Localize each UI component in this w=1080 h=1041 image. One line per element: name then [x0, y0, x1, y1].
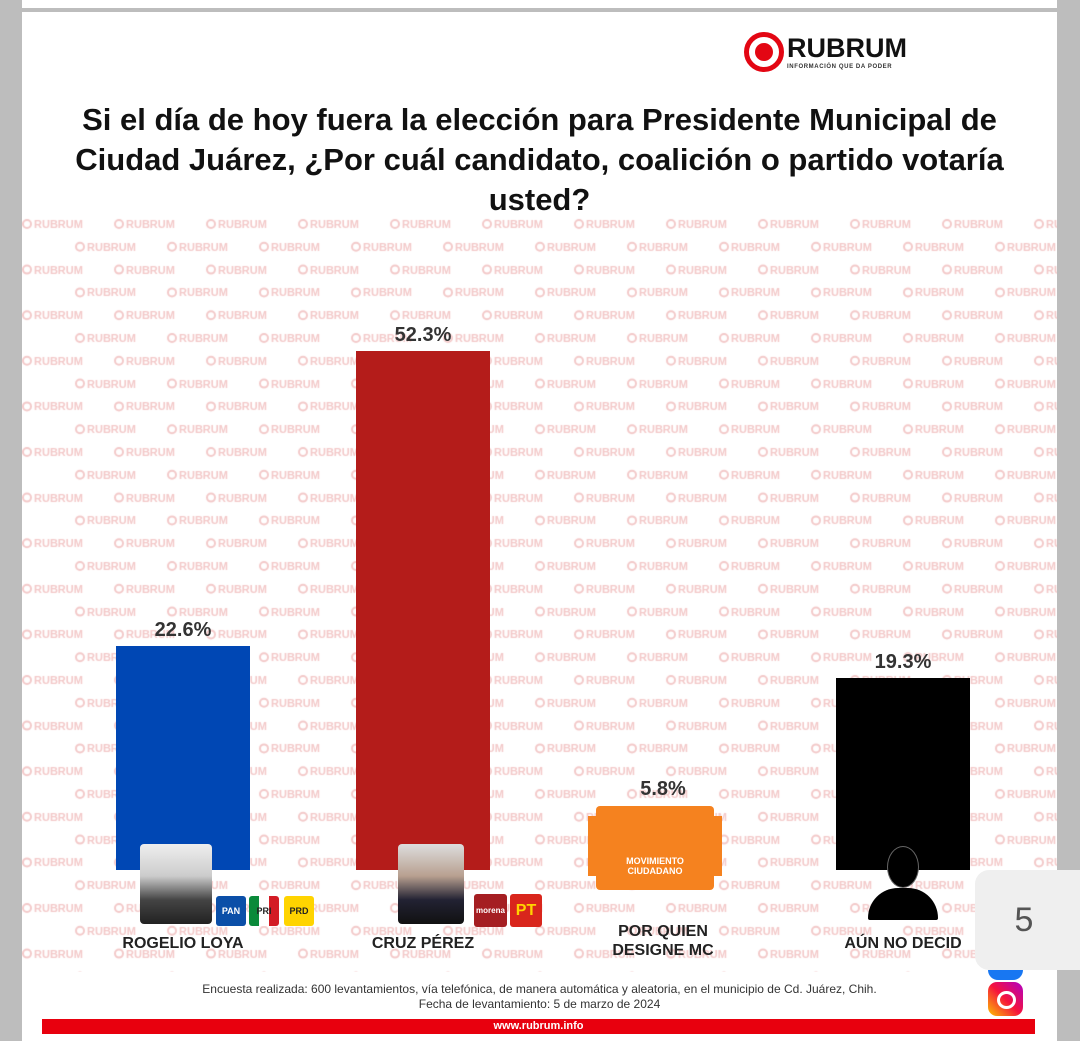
- footer-notes: Encuesta realizada: 600 levantamientos, …: [22, 982, 1057, 1012]
- facebook-icon[interactable]: [988, 970, 1023, 980]
- value-label-aun-no-decide: 19.3%: [874, 651, 932, 674]
- party-logo-prd: PRD: [284, 896, 314, 926]
- poll-slide: RUBRUM INFORMACIÓN QUE DA PODER Si el día…: [22, 12, 1057, 1041]
- value-label-cruz-perez: 52.3%: [394, 323, 452, 346]
- instagram-icon[interactable]: [988, 982, 1023, 1016]
- party-logo-pri: PRI: [249, 896, 279, 926]
- party-logo-pan: PAN: [216, 896, 246, 926]
- party-logo-morena: morena: [474, 894, 507, 927]
- candidate-photo-rogelio-loya: [140, 844, 212, 924]
- logo-tagline: INFORMACIÓN QUE DA PODER: [787, 63, 893, 70]
- category-label-rogelio-loya: ROGELIO LOYA: [122, 935, 244, 952]
- movimiento-ciudadano-logo: MOVIMIENTO CIUDADANO: [596, 806, 714, 890]
- candidate-photo-cruz-perez: [398, 844, 464, 924]
- rubrum-logo: RUBRUM INFORMACIÓN QUE DA PODER: [744, 32, 907, 72]
- bar-aun-no-decide: [836, 678, 970, 870]
- category-label-cruz-perez: CRUZ PÉREZ: [371, 935, 475, 952]
- value-label-rogelio-loya: 22.6%: [154, 618, 212, 641]
- bar-cruz-perez: [356, 350, 490, 870]
- survey-methodology: Encuesta realizada: 600 levantamientos, …: [202, 982, 877, 996]
- category-label-designe-mc: POR QUIEN DESIGNE MC: [612, 923, 714, 959]
- unknown-person-icon: [868, 846, 938, 920]
- website-link[interactable]: www.rubrum.info: [42, 1019, 1035, 1034]
- bar-rogelio-loya: [116, 645, 250, 870]
- category-label-aun-no-decide: AÚN NO DECID: [844, 935, 962, 952]
- value-label-designe-mc: 5.8%: [640, 778, 686, 800]
- party-logo-pt: PT: [510, 894, 542, 927]
- chart-title: Si el día de hoy fuera la elección para …: [75, 102, 1004, 217]
- previous-slide-edge: [22, 0, 1057, 8]
- page-number-badge: 5: [975, 870, 1080, 970]
- logo-name: RUBRUM: [787, 32, 907, 63]
- survey-date: Fecha de levantamiento: 5 de marzo de 20…: [418, 997, 661, 1011]
